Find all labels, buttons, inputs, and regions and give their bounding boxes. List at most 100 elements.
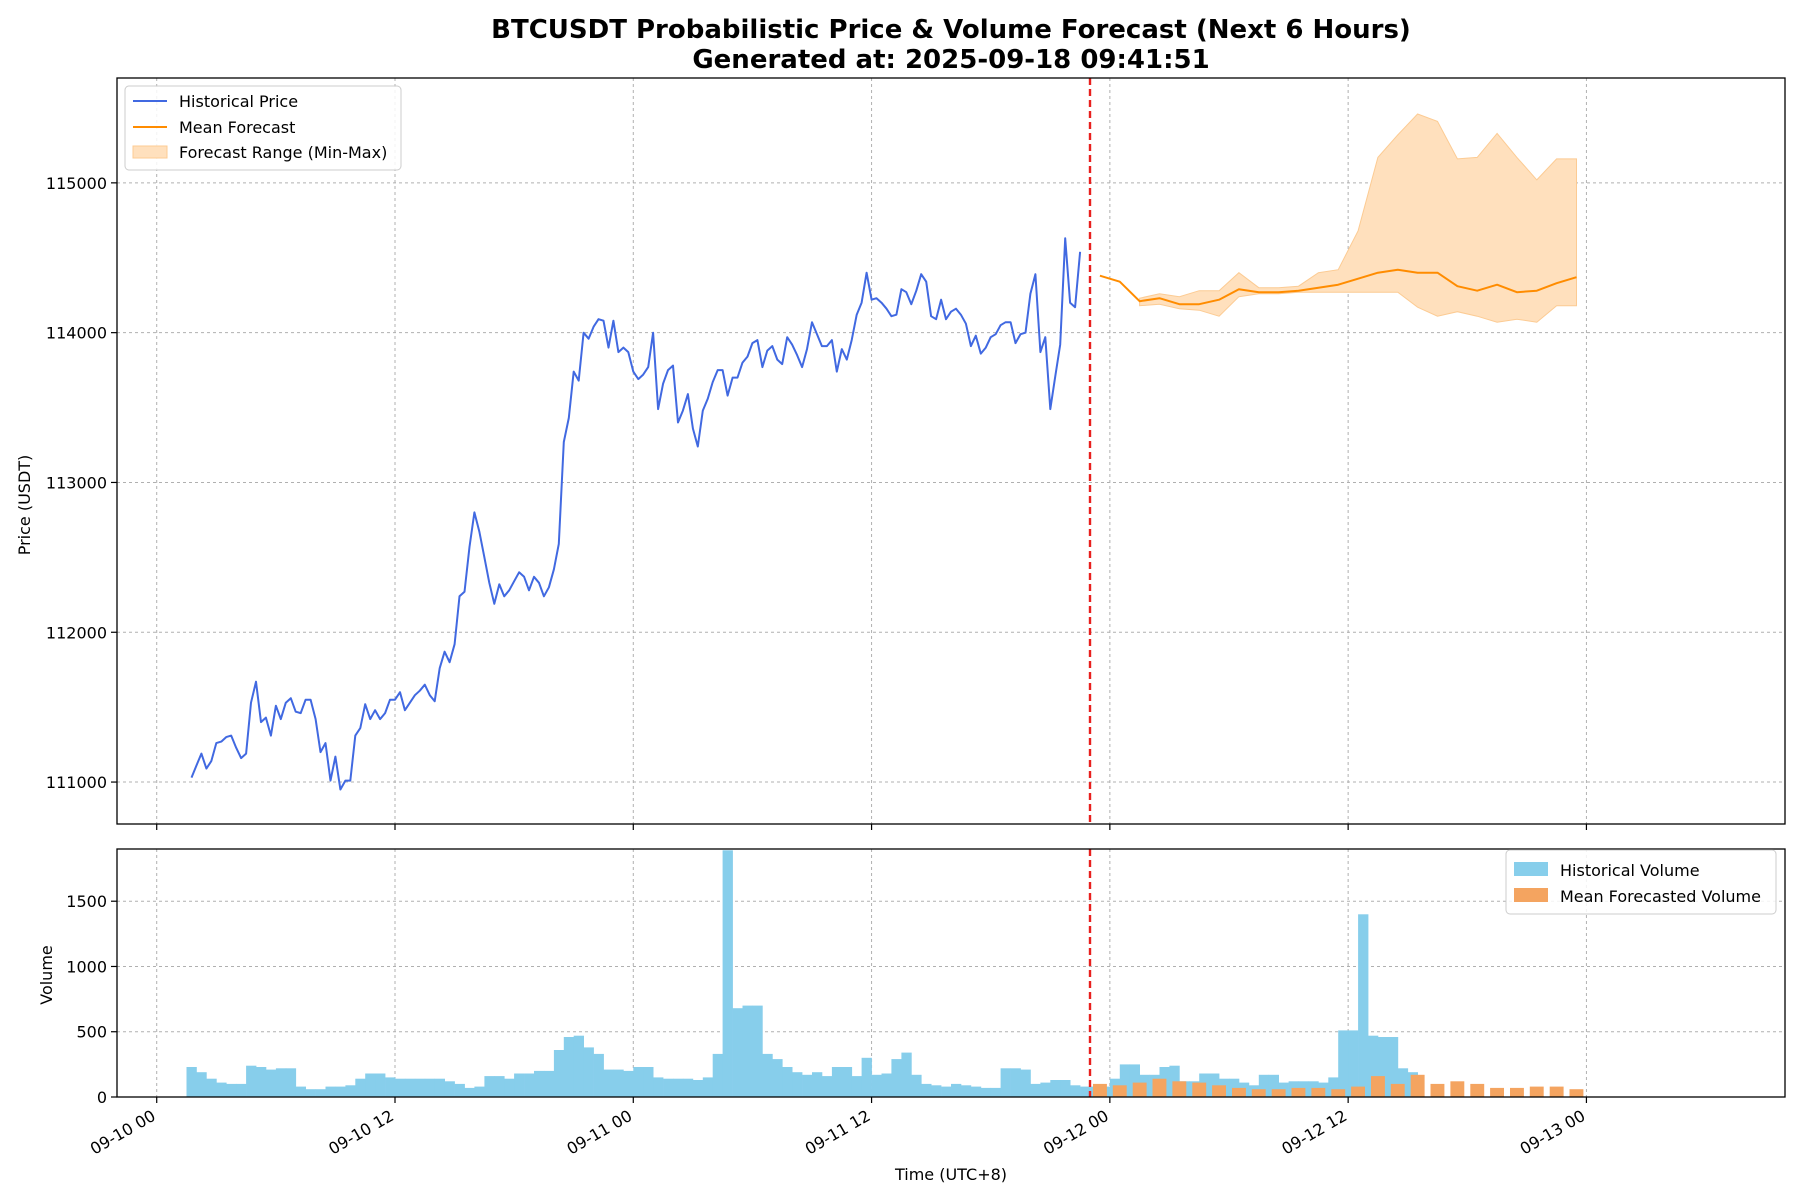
historical-volume-bar	[275, 1068, 287, 1097]
mean-forecast-line	[1099, 268, 1577, 306]
x-tick-label: 09-11 12	[802, 1106, 874, 1158]
historical-volume-bar	[782, 1067, 793, 1097]
historical-volume-bar	[821, 1076, 833, 1097]
historical-volume-bar	[722, 850, 733, 1097]
volume-y-tick-label: 500	[76, 1023, 107, 1042]
historical-volume-bar	[454, 1083, 465, 1097]
forecast-volume-bar	[1232, 1087, 1246, 1097]
historical-volume-bar	[831, 1067, 843, 1097]
historical-volume-bar	[355, 1078, 366, 1097]
historical-volume-bar	[1050, 1080, 1061, 1097]
historical-volume-bar	[851, 1076, 862, 1097]
historical-volume-bar	[474, 1086, 485, 1097]
historical-volume-bar	[812, 1072, 823, 1097]
historical-volume-bar	[980, 1087, 992, 1097]
price-gridlines	[117, 78, 1785, 824]
historical-volume-bar	[593, 1053, 604, 1097]
historical-volume-bar	[643, 1067, 654, 1097]
historical-volume-bar	[1080, 1086, 1091, 1097]
forecast-volume-bar	[1093, 1083, 1107, 1097]
historical-volume-bar	[1338, 1030, 1349, 1097]
historical-volume-bar	[772, 1059, 783, 1097]
price-plot-frame	[116, 77, 1786, 825]
historical-volume-bar	[603, 1069, 614, 1097]
historical-volume-bar	[1258, 1074, 1270, 1097]
legend-forecast-range: Forecast Range (Min-Max)	[179, 143, 387, 162]
historical-price-line	[190, 237, 1082, 791]
legend-historical-volume-swatch	[1514, 862, 1548, 876]
volume-y-tick-label: 1500	[66, 892, 107, 911]
forecast-volume-bar	[1450, 1081, 1465, 1097]
historical-volume-bar	[970, 1086, 982, 1097]
historical-volume-bar	[1348, 1030, 1359, 1097]
historical-volume-bar	[901, 1052, 912, 1097]
legend-forecast-range-swatch	[132, 145, 168, 159]
historical-volume-bar	[941, 1086, 952, 1097]
historical-volume-bar	[911, 1074, 922, 1097]
x-tick-label: 09-12 12	[1278, 1106, 1350, 1158]
historical-volume-bar	[613, 1069, 624, 1097]
legend-mean-forecast: Mean Forecast	[179, 118, 295, 137]
historical-volume-bar	[1358, 914, 1369, 1097]
historical-volume-bar	[424, 1078, 436, 1097]
x-tick-label: 09-13 00	[1517, 1106, 1589, 1158]
historical-volume-bar	[524, 1073, 535, 1097]
historical-volume-bar	[623, 1070, 634, 1097]
historical-volume-bar	[1030, 1083, 1041, 1097]
forecast-volume-bar	[1132, 1082, 1147, 1097]
x-tick-label: 09-12 00	[1040, 1106, 1112, 1158]
historical-volume-bar	[1060, 1080, 1071, 1097]
forecast-volume-bar	[1430, 1083, 1445, 1097]
historical-volume-bar	[762, 1053, 773, 1097]
volume-panel: 0 500 1000 1500 09-10 00 09-10 12 09-11 00 09-1…	[37, 848, 1786, 1184]
historical-volume-bar	[563, 1037, 575, 1097]
forecast-volume-bar	[1271, 1089, 1286, 1097]
historical-volume-bar	[792, 1072, 803, 1097]
historical-volume-bar	[285, 1068, 297, 1097]
forecast-volume-bar	[1410, 1074, 1425, 1097]
forecast-volume-bar	[1331, 1089, 1346, 1097]
historical-volume-bar	[1119, 1064, 1131, 1097]
time-x-axis-label: Time (UTC+8)	[894, 1165, 1007, 1184]
price-y-tick-label: 114000	[46, 324, 107, 343]
historical-volume-bar	[752, 1005, 763, 1097]
historical-volume-bar	[404, 1078, 416, 1097]
x-tick-label: 09-10 00	[87, 1106, 159, 1158]
historical-volume-bar	[444, 1081, 455, 1097]
historical-volume-bar	[236, 1083, 247, 1097]
historical-volume-bar	[841, 1067, 853, 1097]
historical-volume-bar	[673, 1078, 684, 1097]
historical-volume-bar	[1328, 1077, 1339, 1097]
forecast-volume-bar	[1371, 1076, 1385, 1097]
forecast-range-band	[1139, 113, 1577, 323]
forecast-volume-bar	[1470, 1083, 1485, 1097]
historical-volume-bar	[663, 1078, 674, 1097]
price-legend: Historical Price Mean Forecast Forecast …	[124, 85, 402, 171]
historical-volume-bar	[265, 1069, 277, 1097]
price-y-tick-label: 115000	[46, 174, 107, 193]
historical-volume-bar	[365, 1073, 376, 1097]
historical-volume-bar	[960, 1085, 972, 1097]
forecast-volume-bar	[1212, 1085, 1226, 1097]
historical-volume-bar	[375, 1073, 386, 1097]
historical-volume-bar	[712, 1053, 723, 1097]
historical-volume-bar	[206, 1078, 217, 1097]
legend-historical-price: Historical Price	[179, 92, 298, 111]
historical-volume-bar	[1129, 1064, 1140, 1097]
forecast-volume-bar	[1390, 1083, 1405, 1097]
historical-volume-bar	[226, 1083, 237, 1097]
forecast-volume-bar	[1251, 1089, 1266, 1097]
historical-volume-bar	[256, 1067, 267, 1097]
forecast-range-area	[1139, 113, 1577, 323]
volume-y-tick-label: 1000	[66, 957, 107, 976]
legend-historical-volume: Historical Volume	[1560, 861, 1700, 880]
forecast-volume-bar	[1569, 1089, 1584, 1097]
historical-volume-bar	[891, 1059, 902, 1097]
historical-volume-bar	[1229, 1078, 1240, 1097]
chart-subtitle: Generated at: 2025-09-18 09:41:51	[692, 45, 1209, 75]
historical-volume-bar	[414, 1078, 426, 1097]
historical-volume-bar	[1368, 1035, 1379, 1097]
historical-volume-bar	[573, 1035, 584, 1097]
